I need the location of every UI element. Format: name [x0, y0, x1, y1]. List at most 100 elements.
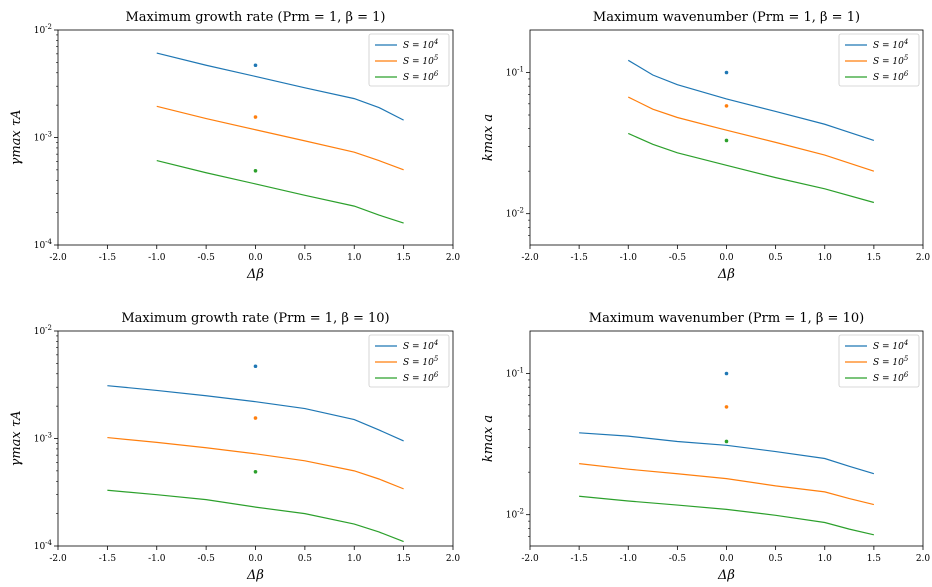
- chart-panel-2: Maximum wavenumber (Prm = 1, β = 1) -2.0 -…: [481, 10, 930, 282]
- x-tick-label: 1.5: [867, 554, 882, 564]
- x-tick-label: 0.5: [768, 554, 783, 564]
- legend-label: S = 106: [403, 70, 439, 83]
- y-axis-label: kmax a: [481, 114, 496, 161]
- x-tick-label: 1.5: [396, 253, 411, 263]
- x-tick-label: 1.5: [396, 554, 411, 564]
- series-point-1: [253, 364, 258, 369]
- x-tick-label: 1.0: [818, 253, 833, 263]
- x-tick-label: -2.0: [521, 554, 539, 564]
- y-tick-label: 10-1: [506, 65, 524, 78]
- series-point-3: [724, 439, 729, 444]
- y-tick-label: 10-1: [506, 366, 524, 379]
- x-tick-label: 2.0: [916, 253, 931, 263]
- series-point-2: [724, 104, 729, 108]
- legend-box: [368, 334, 450, 388]
- x-tick-label: -1.0: [148, 253, 166, 263]
- legend-label: S = 106: [873, 371, 909, 384]
- x-tick-label: 0.0: [719, 554, 734, 564]
- series-point-3: [253, 470, 258, 474]
- legend-label: S = 104: [873, 38, 908, 51]
- x-tick-label: 1.0: [818, 554, 833, 564]
- x-tick-label: -0.5: [197, 253, 215, 263]
- x-tick-label: 1.5: [867, 253, 882, 263]
- x-tick-label: 0.5: [298, 554, 313, 564]
- legend-label: S = 104: [873, 339, 908, 352]
- legend-label: S = 106: [873, 70, 909, 83]
- y-axis-label: kmax a: [481, 415, 496, 462]
- x-tick-label: 1.0: [347, 253, 362, 263]
- x-tick-label: -2.0: [49, 253, 67, 263]
- y-tick-label: 10-4: [34, 238, 53, 251]
- x-tick-label: -1.0: [148, 554, 166, 564]
- y-tick-label: 10-2: [506, 508, 524, 521]
- series-line-2: [627, 96, 875, 172]
- series-line-2: [579, 463, 875, 506]
- x-axis-label: Δβ: [246, 568, 264, 583]
- y-tick-label: 10-3: [34, 131, 52, 144]
- series-point-2: [724, 405, 729, 409]
- series-line-1: [107, 385, 404, 442]
- x-tick-label: -0.5: [197, 554, 215, 564]
- chart-panel-4: Maximum wavenumber (Prm = 1, β = 10) -2.0…: [481, 311, 930, 583]
- y-tick-label: 10-2: [34, 324, 52, 337]
- series-line-2: [107, 436, 404, 490]
- x-tick-label: -0.5: [669, 253, 687, 263]
- y-tick-label: 10-4: [34, 539, 53, 552]
- series-line-3: [628, 132, 875, 204]
- y-tick-label: 10-2: [506, 207, 524, 220]
- x-tick-label: -1.0: [620, 253, 638, 263]
- x-tick-label: -1.0: [620, 554, 638, 564]
- x-tick-label: -1.5: [570, 253, 588, 263]
- x-tick-label: -1.5: [99, 554, 117, 564]
- series-line-3: [107, 489, 404, 543]
- x-tick-label: 0.5: [298, 253, 313, 263]
- y-tick-label: 10-3: [34, 432, 52, 445]
- legend-label: S = 105: [403, 54, 439, 67]
- x-tick-label: -2.0: [49, 554, 67, 564]
- x-tick-label: -1.5: [99, 253, 117, 263]
- chart-title: Maximum growth rate (Prm = 1, β = 10): [121, 311, 389, 326]
- y-tick-label: 10-2: [34, 23, 52, 36]
- x-tick-label: -1.5: [570, 554, 588, 564]
- series-line-2: [156, 105, 404, 171]
- series-line-1: [627, 59, 875, 142]
- series-point-3: [253, 169, 258, 173]
- y-axis-label: γmax τA: [9, 110, 24, 166]
- legend-label: S = 105: [403, 355, 439, 368]
- x-tick-label: 0.0: [248, 253, 263, 263]
- legend-box: [838, 33, 920, 87]
- x-axis-label: Δβ: [246, 267, 264, 282]
- chart-title: Maximum wavenumber (Prm = 1, β = 1): [593, 10, 860, 25]
- series-point-1: [724, 371, 729, 376]
- legend-label: S = 106: [403, 371, 439, 384]
- x-tick-label: 2.0: [446, 253, 461, 263]
- legend-label: S = 105: [873, 355, 909, 368]
- y-axis-label: γmax τA: [9, 411, 24, 467]
- series-line-1: [579, 432, 875, 475]
- series-line-3: [579, 495, 875, 536]
- chart-title: Maximum growth rate (Prm = 1, β = 1): [125, 10, 385, 25]
- x-tick-label: 0.0: [719, 253, 734, 263]
- x-tick-label: 2.0: [916, 554, 931, 564]
- legend-label: S = 105: [873, 54, 909, 67]
- chart-panel-3: Maximum growth rate (Prm = 1, β = 10) -2.…: [9, 311, 460, 583]
- legend-box: [368, 33, 450, 87]
- x-tick-label: 2.0: [446, 554, 461, 564]
- x-tick-label: 0.5: [768, 253, 783, 263]
- legend-label: S = 104: [403, 339, 438, 352]
- series-point-2: [253, 416, 258, 420]
- x-axis-label: Δβ: [717, 568, 735, 583]
- series-line-1: [156, 52, 404, 121]
- series-line-3: [156, 159, 404, 224]
- x-tick-label: 0.0: [248, 554, 263, 564]
- x-tick-label: 1.0: [347, 554, 362, 564]
- legend-box: [838, 334, 920, 388]
- x-tick-label: -0.5: [669, 554, 687, 564]
- x-tick-label: -2.0: [521, 253, 539, 263]
- series-point-3: [724, 138, 729, 143]
- chart-title: Maximum wavenumber (Prm = 1, β = 10): [589, 311, 864, 326]
- x-axis-label: Δβ: [717, 267, 735, 282]
- legend-label: S = 104: [403, 38, 438, 51]
- chart-panel-1: Maximum growth rate (Prm = 1, β = 1) -2.0…: [9, 10, 460, 282]
